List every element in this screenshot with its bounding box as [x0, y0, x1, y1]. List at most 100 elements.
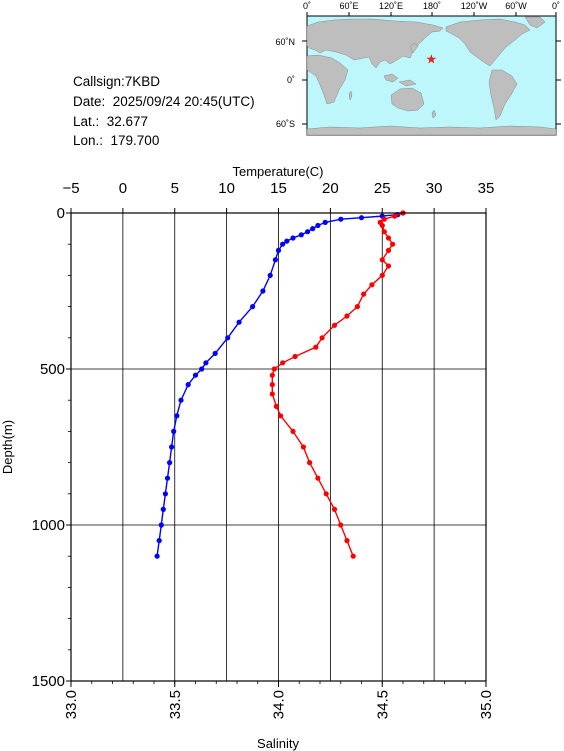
temperature-tick-label: 35: [478, 180, 495, 197]
temperature-point: [310, 226, 316, 232]
temperature-point: [162, 491, 168, 497]
salinity-point: [392, 213, 398, 219]
longitude-text: Lon.: 179.700: [73, 133, 160, 149]
salinity-tick-label: 35.0: [478, 690, 495, 719]
temperature-tick-label: 30: [426, 180, 443, 197]
salinity-point: [280, 360, 286, 366]
salinity-point: [271, 366, 277, 372]
temperature-point: [185, 382, 191, 388]
map-lon-labels: 0˚ 60˚E 120˚E 180˚ 120˚W 60˚W 0˚: [303, 1, 560, 11]
temperature-point: [272, 257, 278, 263]
temperature-tick-label: −5: [62, 180, 79, 197]
date-text: Date: 2025/09/24 20:45(UTC): [73, 93, 255, 109]
callsign-text: Callsign:7KBD: [73, 74, 161, 89]
salinity-tick-label: 34.0: [271, 690, 288, 719]
temperature-point: [225, 335, 231, 341]
temperature-point: [203, 360, 209, 366]
map-lat-label: 60˚N: [275, 37, 295, 47]
salinity-point: [278, 413, 284, 419]
salinity-profile-line: [271, 212, 404, 557]
temperature-axis-title: Temperature(C): [232, 164, 323, 179]
salinity-point: [379, 257, 385, 263]
map-lat-label: 0˚: [287, 75, 295, 85]
salinity-point: [381, 216, 387, 222]
temperature-point: [160, 506, 166, 512]
map-land: [306, 16, 557, 136]
temperature-point: [174, 413, 180, 419]
salinity-point: [385, 247, 392, 253]
temperature-point: [298, 232, 304, 238]
depth-tick-label: 1000: [32, 517, 65, 534]
temperature-point: [192, 372, 199, 378]
salinity-tick-label: 33.5: [167, 690, 184, 719]
station-star-marker: ★: [425, 51, 437, 66]
salinity-point: [323, 491, 329, 497]
temperature-point: [164, 475, 171, 481]
salinity-point: [361, 291, 367, 297]
latitude-text: Lat.: 32.677: [73, 113, 149, 129]
temperature-point: [315, 222, 321, 229]
temperature-point: [267, 272, 273, 278]
temperature-profile-line: [156, 212, 404, 557]
temperature-tick-label: 10: [218, 180, 235, 197]
salinity-point: [350, 553, 356, 559]
salinity-point: [290, 428, 296, 434]
salinity-point: [331, 322, 338, 328]
salinity-point: [331, 506, 338, 512]
salinity-point: [385, 263, 392, 269]
temperature-point: [154, 553, 160, 559]
map-lon-label: 0˚: [552, 1, 560, 11]
depth-axis-title: Depth(m): [0, 420, 15, 474]
salinity-point: [269, 372, 275, 378]
map-lon-label: 180˚: [423, 1, 441, 11]
salinity-point: [379, 222, 385, 229]
temperature-point: [167, 460, 173, 466]
depth-tick-label: 0: [57, 205, 65, 222]
temperature-point: [322, 219, 328, 225]
temperature-point: [169, 444, 175, 450]
temperature-point: [284, 238, 290, 244]
temperature-point: [280, 241, 286, 247]
temperature-axis-ticks: −5 0 5 10 15 20 25 30 35: [62, 180, 494, 213]
temperature-point: [236, 319, 242, 325]
temperature-tick-label: 5: [171, 180, 179, 197]
salinity-point: [390, 241, 396, 247]
map-lon-label: 60˚E: [339, 1, 358, 11]
map-frame-ticks: [302, 12, 561, 125]
temperature-point: [156, 538, 162, 544]
station-info: Callsign:7KBD Date: 2025/09/24 20:45(UTC…: [73, 72, 255, 151]
map-lon-label: 120˚W: [461, 1, 488, 11]
salinity-axis-title: Salinity: [257, 736, 299, 751]
salinity-point: [344, 538, 350, 544]
salinity-point: [307, 460, 313, 466]
salinity-axis-ticks: 33.0 33.5 34.0 34.5 35.0: [63, 681, 495, 719]
salinity-point: [379, 272, 385, 278]
temperature-point: [178, 397, 184, 403]
salinity-point: [300, 444, 306, 450]
temperature-point: [290, 235, 296, 241]
salinity-point: [273, 403, 279, 409]
temperature-point: [171, 428, 177, 434]
salinity-point: [269, 382, 275, 388]
plot-frame: [70, 212, 487, 682]
salinity-point: [344, 313, 350, 319]
salinity-point: [269, 391, 275, 397]
salinity-point: [313, 344, 319, 350]
temperature-point: [338, 216, 344, 222]
salinity-point: [385, 235, 392, 241]
temperature-tick-label: 15: [270, 180, 287, 197]
location-map: 0˚ 60˚E 120˚E 180˚ 120˚W 60˚W 0˚ 60˚N 0˚…: [275, 1, 561, 136]
map-lon-label: 60˚W: [505, 1, 527, 11]
salinity-point: [338, 522, 344, 528]
series-layer: [154, 210, 406, 559]
salinity-point: [315, 475, 321, 481]
salinity-tick-label: 33.0: [63, 690, 80, 719]
temperature-point: [199, 366, 205, 372]
temperature-tick-label: 25: [374, 180, 391, 197]
salinity-point: [369, 282, 375, 288]
map-lat-labels: 60˚N 0˚ 60˚S: [275, 37, 295, 129]
temperature-point: [212, 350, 218, 356]
temperature-point: [275, 247, 282, 253]
salinity-point: [292, 353, 298, 360]
